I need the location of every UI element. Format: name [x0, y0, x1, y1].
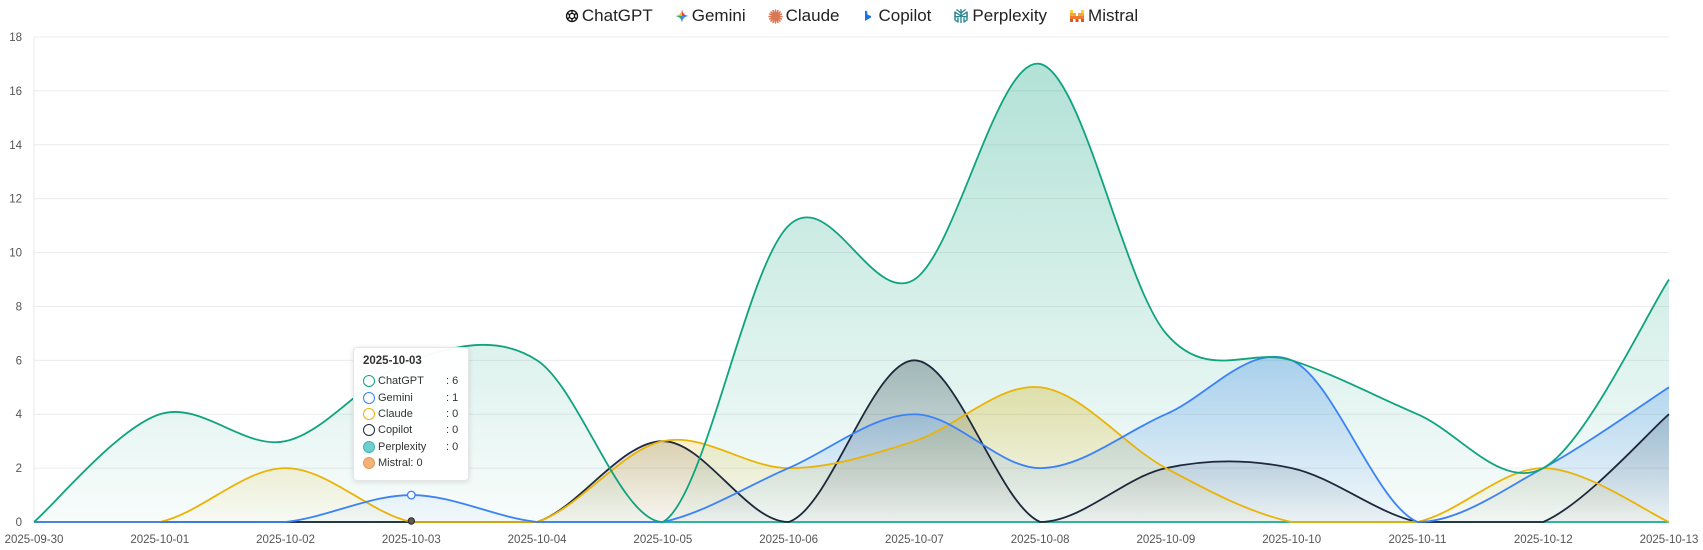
x-tick-label: 2025-10-02: [256, 534, 315, 546]
tooltip-row: Mistral: 0: [363, 455, 459, 471]
tooltip-series-name: Claude: [378, 407, 413, 420]
series-marker-icon: [363, 457, 375, 470]
perplexity-icon: [954, 8, 969, 23]
x-tick-label: 2025-09-30: [5, 534, 64, 546]
y-tick-label: 2: [16, 463, 22, 475]
legend-label: ChatGPT: [581, 6, 653, 25]
series-marker-icon: [363, 391, 375, 404]
x-tick-label: 2025-10-11: [1388, 534, 1446, 546]
tooltip-series-value: : 1: [446, 391, 459, 404]
y-tick-label: 4: [16, 409, 23, 421]
x-tick-label: 2025-10-06: [759, 534, 818, 546]
tooltip-series-name: Copilot: [378, 424, 413, 437]
legend-label: Claude: [785, 6, 840, 25]
claude-icon: [767, 8, 783, 24]
chart-tooltip: 2025-10-03 ChatGPT : 6 Gemini : 1 Claude…: [353, 347, 469, 481]
chatgpt-icon: [565, 9, 579, 23]
series-line-copilot: [34, 359, 1670, 523]
y-tick-label: 10: [9, 248, 22, 260]
area-fill-chatgpt: [34, 63, 1669, 523]
legend-label: Mistral: [1088, 6, 1139, 25]
tooltip-series-name: Perplexity: [378, 440, 427, 453]
x-tick-label: 2025-10-09: [1137, 534, 1196, 546]
legend-label: Copilot: [878, 6, 932, 25]
tooltip-row: Gemini : 1: [363, 389, 459, 405]
legend-label: Gemini: [691, 6, 746, 25]
x-tick-label: 2025-10-10: [1262, 534, 1321, 546]
x-tick-label: 2025-10-04: [508, 534, 567, 546]
hover-point-zero: [407, 517, 416, 525]
x-tick-label: 2025-10-13: [1640, 534, 1699, 546]
legend-item-copilot[interactable]: Copilot: [861, 6, 931, 26]
gemini-icon: [675, 9, 689, 23]
series-line-gemini: [34, 355, 1670, 523]
tooltip-series-value: : 0: [446, 440, 459, 453]
tooltip-series-value: : 0: [446, 407, 459, 420]
tooltip-row: Copilot : 0: [363, 422, 459, 438]
y-tick-label: 6: [16, 355, 22, 367]
legend-item-claude[interactable]: Claude: [767, 6, 840, 26]
hover-point-gemini: [406, 490, 416, 500]
x-tick-label: 2025-10-08: [1011, 534, 1070, 546]
tooltip-series-name: Gemini: [378, 391, 413, 404]
tooltip-date: 2025-10-03: [363, 355, 422, 367]
legend-item-mistral[interactable]: Mistral: [1069, 6, 1138, 26]
series-marker-icon: [363, 375, 375, 388]
y-tick-label: 18: [9, 32, 22, 44]
legend-label: Perplexity: [972, 6, 1048, 25]
series-marker-icon: [363, 407, 375, 420]
series-line-chatgpt: [33, 63, 1670, 523]
legend-item-perplexity[interactable]: Perplexity: [953, 6, 1047, 26]
tooltip-series-value: : 6: [446, 375, 459, 388]
tooltip-row: Claude : 0: [363, 406, 459, 422]
y-tick-label: 14: [9, 140, 22, 152]
chart-legend: ChatGPT Gemini Claude Copilot: [0, 6, 1703, 26]
legend-item-gemini[interactable]: Gemini: [675, 6, 746, 26]
series-line-claude: [34, 386, 1670, 523]
x-tick-label: 2025-10-03: [382, 534, 441, 546]
x-tick-label: 2025-10-07: [885, 534, 944, 546]
y-tick-label: 8: [16, 301, 22, 313]
mistral-icon: [1070, 10, 1085, 22]
x-tick-label: 2025-10-01: [130, 534, 189, 546]
tooltip-series-value: : 0: [446, 424, 459, 437]
series-marker-icon: [363, 424, 375, 437]
tooltip-row: Perplexity : 0: [363, 439, 459, 455]
y-tick-label: 12: [9, 194, 22, 206]
y-tick-label: 16: [9, 86, 22, 98]
tooltip-series-name: Mistral: 0: [378, 457, 423, 470]
y-tick-label: 0: [16, 517, 22, 529]
tooltip-series-name: ChatGPT: [378, 375, 424, 388]
series-marker-icon: [363, 440, 375, 453]
tooltip-row: ChatGPT : 6: [363, 373, 459, 389]
x-tick-label: 2025-10-05: [633, 534, 692, 546]
legend-item-chatgpt[interactable]: ChatGPT: [565, 6, 653, 26]
x-tick-label: 2025-10-12: [1514, 534, 1573, 546]
copilot-icon: [865, 10, 872, 21]
